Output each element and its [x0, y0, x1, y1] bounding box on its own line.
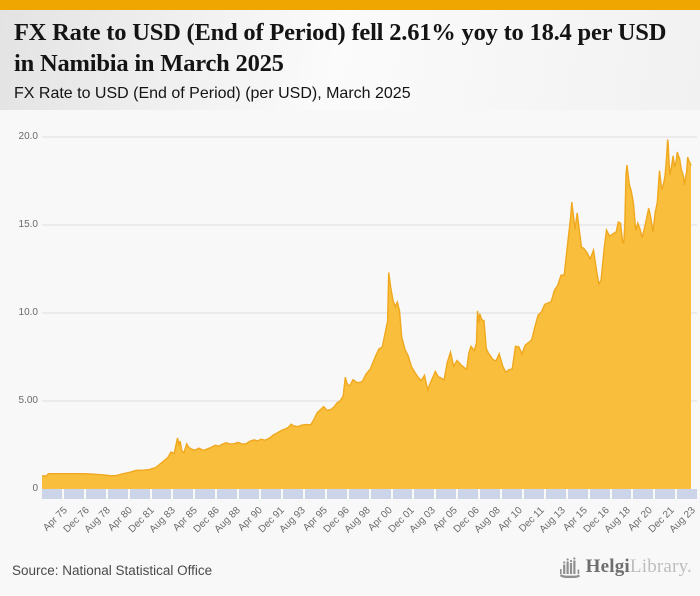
chart-area: 20.0 15.0 10.0 5.00 0 Apr 75 Dec 76 Aug 78 Apr … — [0, 110, 700, 545]
tick-band-cell — [239, 489, 260, 499]
tick-band-cell — [370, 489, 391, 499]
helgi-library-logo[interactable]: Helgi Library. — [559, 555, 692, 579]
area-series — [42, 139, 691, 489]
tick-band-cell — [655, 489, 676, 499]
accent-topbar — [0, 0, 700, 10]
tick-band-cell — [129, 489, 150, 499]
tick-band-cell — [480, 489, 501, 499]
tick-band-cell — [589, 489, 610, 499]
tick-band-cell — [85, 489, 106, 499]
fx-rate-area-chart — [42, 136, 697, 489]
y-axis-label: 20.0 — [18, 131, 38, 142]
tick-band-cell — [414, 489, 435, 499]
chart-footer: Source: National Statistical Office Helg… — [0, 545, 700, 596]
chart-header: FX Rate to USD (End of Period) fell 2.61… — [0, 10, 700, 110]
brand-library: Library. — [629, 556, 692, 577]
tick-band-cell — [567, 489, 588, 499]
source-note: Source: National Statistical Office — [12, 563, 213, 578]
tick-band-cell — [107, 489, 128, 499]
tick-band-cell — [282, 489, 303, 499]
tick-band-cell — [195, 489, 216, 499]
tick-band-cell — [326, 489, 347, 499]
chart-subtitle: FX Rate to USD (End of Period) (per USD)… — [14, 84, 411, 102]
tick-band-cell — [392, 489, 413, 499]
tick-band-cell — [261, 489, 281, 499]
helgi-bars-logo-icon — [559, 557, 580, 578]
tick-band-cell — [611, 489, 632, 499]
tick-band-cell — [458, 489, 479, 499]
tick-band-cell — [677, 489, 697, 499]
tick-band-cell — [63, 489, 84, 499]
y-axis-label: 15.0 — [18, 219, 38, 230]
tick-band-cell — [436, 489, 457, 499]
y-axis-label: 5.00 — [18, 395, 38, 406]
brand-helgi: Helgi — [585, 556, 630, 577]
tick-band-cell — [348, 489, 369, 499]
x-axis-tick-band — [42, 489, 697, 499]
tick-band-cell — [42, 489, 62, 499]
area-series-outline — [42, 139, 692, 477]
tick-band-cell — [151, 489, 172, 499]
tick-band-cell — [545, 489, 566, 499]
tick-band-cell — [304, 489, 325, 499]
tick-band-cell — [217, 489, 238, 499]
y-axis-label: 10.0 — [18, 307, 38, 318]
page-title: FX Rate to USD (End of Period) fell 2.61… — [14, 19, 667, 78]
tick-band-cell — [173, 489, 194, 499]
tick-band-cell — [633, 489, 654, 499]
tick-band-cell — [502, 489, 522, 499]
tick-band-cell — [523, 489, 544, 499]
y-axis-label: 0 — [32, 483, 38, 494]
